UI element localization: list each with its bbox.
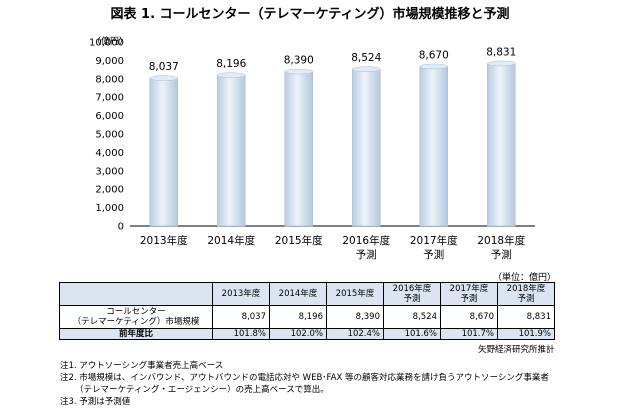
table-header-cell: 2016年度 予測	[383, 282, 441, 306]
bar-chart: （億円） 0 1,000 2,000 3,000 4,000 5,000 6,000 7,00…	[89, 35, 535, 261]
bar-cap	[419, 63, 448, 70]
y-tick-label: 2,000	[95, 185, 124, 196]
y-tick-label: 9,000	[95, 56, 124, 67]
table-header-cell: 2018年度 予測	[497, 282, 555, 306]
bar-value-label: 8,670	[419, 49, 449, 61]
y-tick-label: 6,000	[95, 111, 124, 122]
bar-value-label: 8,390	[284, 55, 314, 67]
bar-value-label: 8,037	[149, 61, 179, 73]
bar	[419, 66, 448, 227]
note-1: 注1. アウトソーシング事業者売上高ベース	[60, 361, 224, 371]
bar	[149, 77, 178, 227]
y-tick-label: 0	[118, 222, 124, 233]
bar-cap	[487, 60, 516, 67]
y-tick-label: 5,000	[95, 130, 124, 141]
x-tick-sublabel: 予測	[356, 248, 377, 261]
x-axis-labels: 2013年度 2014年度 2015年度 2016年度予測2017年度予測2018年度…	[140, 234, 526, 261]
table-header-row: 2013年度 2014年度 2015年度 2016年度 予測 2017年度 予測 2018年度…	[59, 282, 555, 306]
bar	[487, 63, 516, 227]
bar-value-label: 8,831	[486, 47, 516, 59]
table-cell: 8,390	[326, 305, 384, 329]
table-cell: 8,524	[383, 305, 441, 329]
y-axis-ticks: 0 1,000 2,000 3,000 4,000 5,000 6,000 7,000 8,00…	[89, 38, 124, 233]
x-tick-label: 2014年度	[207, 234, 255, 247]
x-tick-label: 2017年度	[410, 234, 458, 247]
bar-cap	[217, 72, 246, 78]
y-axis-unit: （億円）	[92, 35, 128, 47]
x-tick-sublabel: 予測	[491, 248, 512, 261]
y-tick-label: 8,000	[95, 74, 124, 85]
table-row-yoy: 前年度比 101.8% 102.0% 102.4% 101.6% 101.7% 101.9%	[59, 328, 555, 340]
note-2: 注2. 市場規模は、インバウンド、アウトバウンドの電話応対や WEB･FAX 等…	[60, 373, 549, 383]
bar-value-label: 8,196	[216, 58, 246, 70]
bar	[217, 74, 246, 227]
bar-cap	[149, 75, 178, 81]
y-tick-label: 4,000	[95, 148, 124, 159]
bar	[352, 68, 381, 227]
bar	[284, 71, 313, 227]
table-header-cell: 2017年度 予測	[440, 282, 498, 306]
y-tick-label: 10,000	[89, 38, 124, 49]
bar-value-label: 8,524	[351, 52, 381, 64]
x-tick-label: 2018年度	[477, 234, 525, 247]
y-tick-label: 1,000	[95, 203, 124, 214]
table-cell: 102.4%	[326, 328, 384, 340]
table-row-market-size: コールセンター （テレマーケティング）市場規模 8,037 8,196 8,390 8,5…	[59, 305, 555, 329]
table-row-label: コールセンター （テレマーケティング）市場規模	[59, 305, 213, 329]
source-note: 矢野経済研究所推計	[478, 345, 555, 355]
table-row-label: 前年度比	[59, 328, 213, 340]
bars: 8,037 8,196 8,390 8,524 8,670 8,831	[149, 47, 516, 227]
table-header-cell: 2014年度	[269, 282, 327, 306]
table-header-cell	[59, 282, 213, 306]
x-tick-label: 2015年度	[275, 234, 323, 247]
x-tick-sublabel: 予測	[423, 248, 444, 261]
data-table: 2013年度 2014年度 2015年度 2016年度 予測 2017年度 予測 2018年度…	[59, 282, 555, 340]
table-cell: 101.9%	[497, 328, 555, 340]
x-tick-label: 2016年度	[342, 234, 390, 247]
table-cell: 101.6%	[383, 328, 441, 340]
y-tick-label: 7,000	[95, 93, 124, 104]
table-header-cell: 2013年度	[212, 282, 270, 306]
table-cell: 101.7%	[440, 328, 498, 340]
table-unit: （単位：億円）	[493, 273, 557, 283]
table-cell: 101.8%	[212, 328, 270, 340]
bar-cap	[284, 68, 313, 75]
table-cell: 8,037	[212, 305, 270, 329]
y-tick-label: 3,000	[95, 166, 124, 177]
chart-title: 図表 1. コールセンター（テレマーケティング）市場規模推移と予測	[110, 7, 510, 22]
table-cell: 8,196	[269, 305, 327, 329]
table-header-cell: 2015年度	[326, 282, 384, 306]
note-2-cont: （テレマーケティング・エージェンシー）の売上高ベースで算出。	[75, 385, 329, 395]
bar-cap	[352, 66, 381, 72]
table-cell: 8,670	[440, 305, 498, 329]
x-tick-label: 2013年度	[140, 234, 188, 247]
table-cell: 102.0%	[269, 328, 327, 340]
table-cell: 8,831	[497, 305, 555, 329]
note-3: 注3. 予測は予測値	[60, 397, 131, 407]
